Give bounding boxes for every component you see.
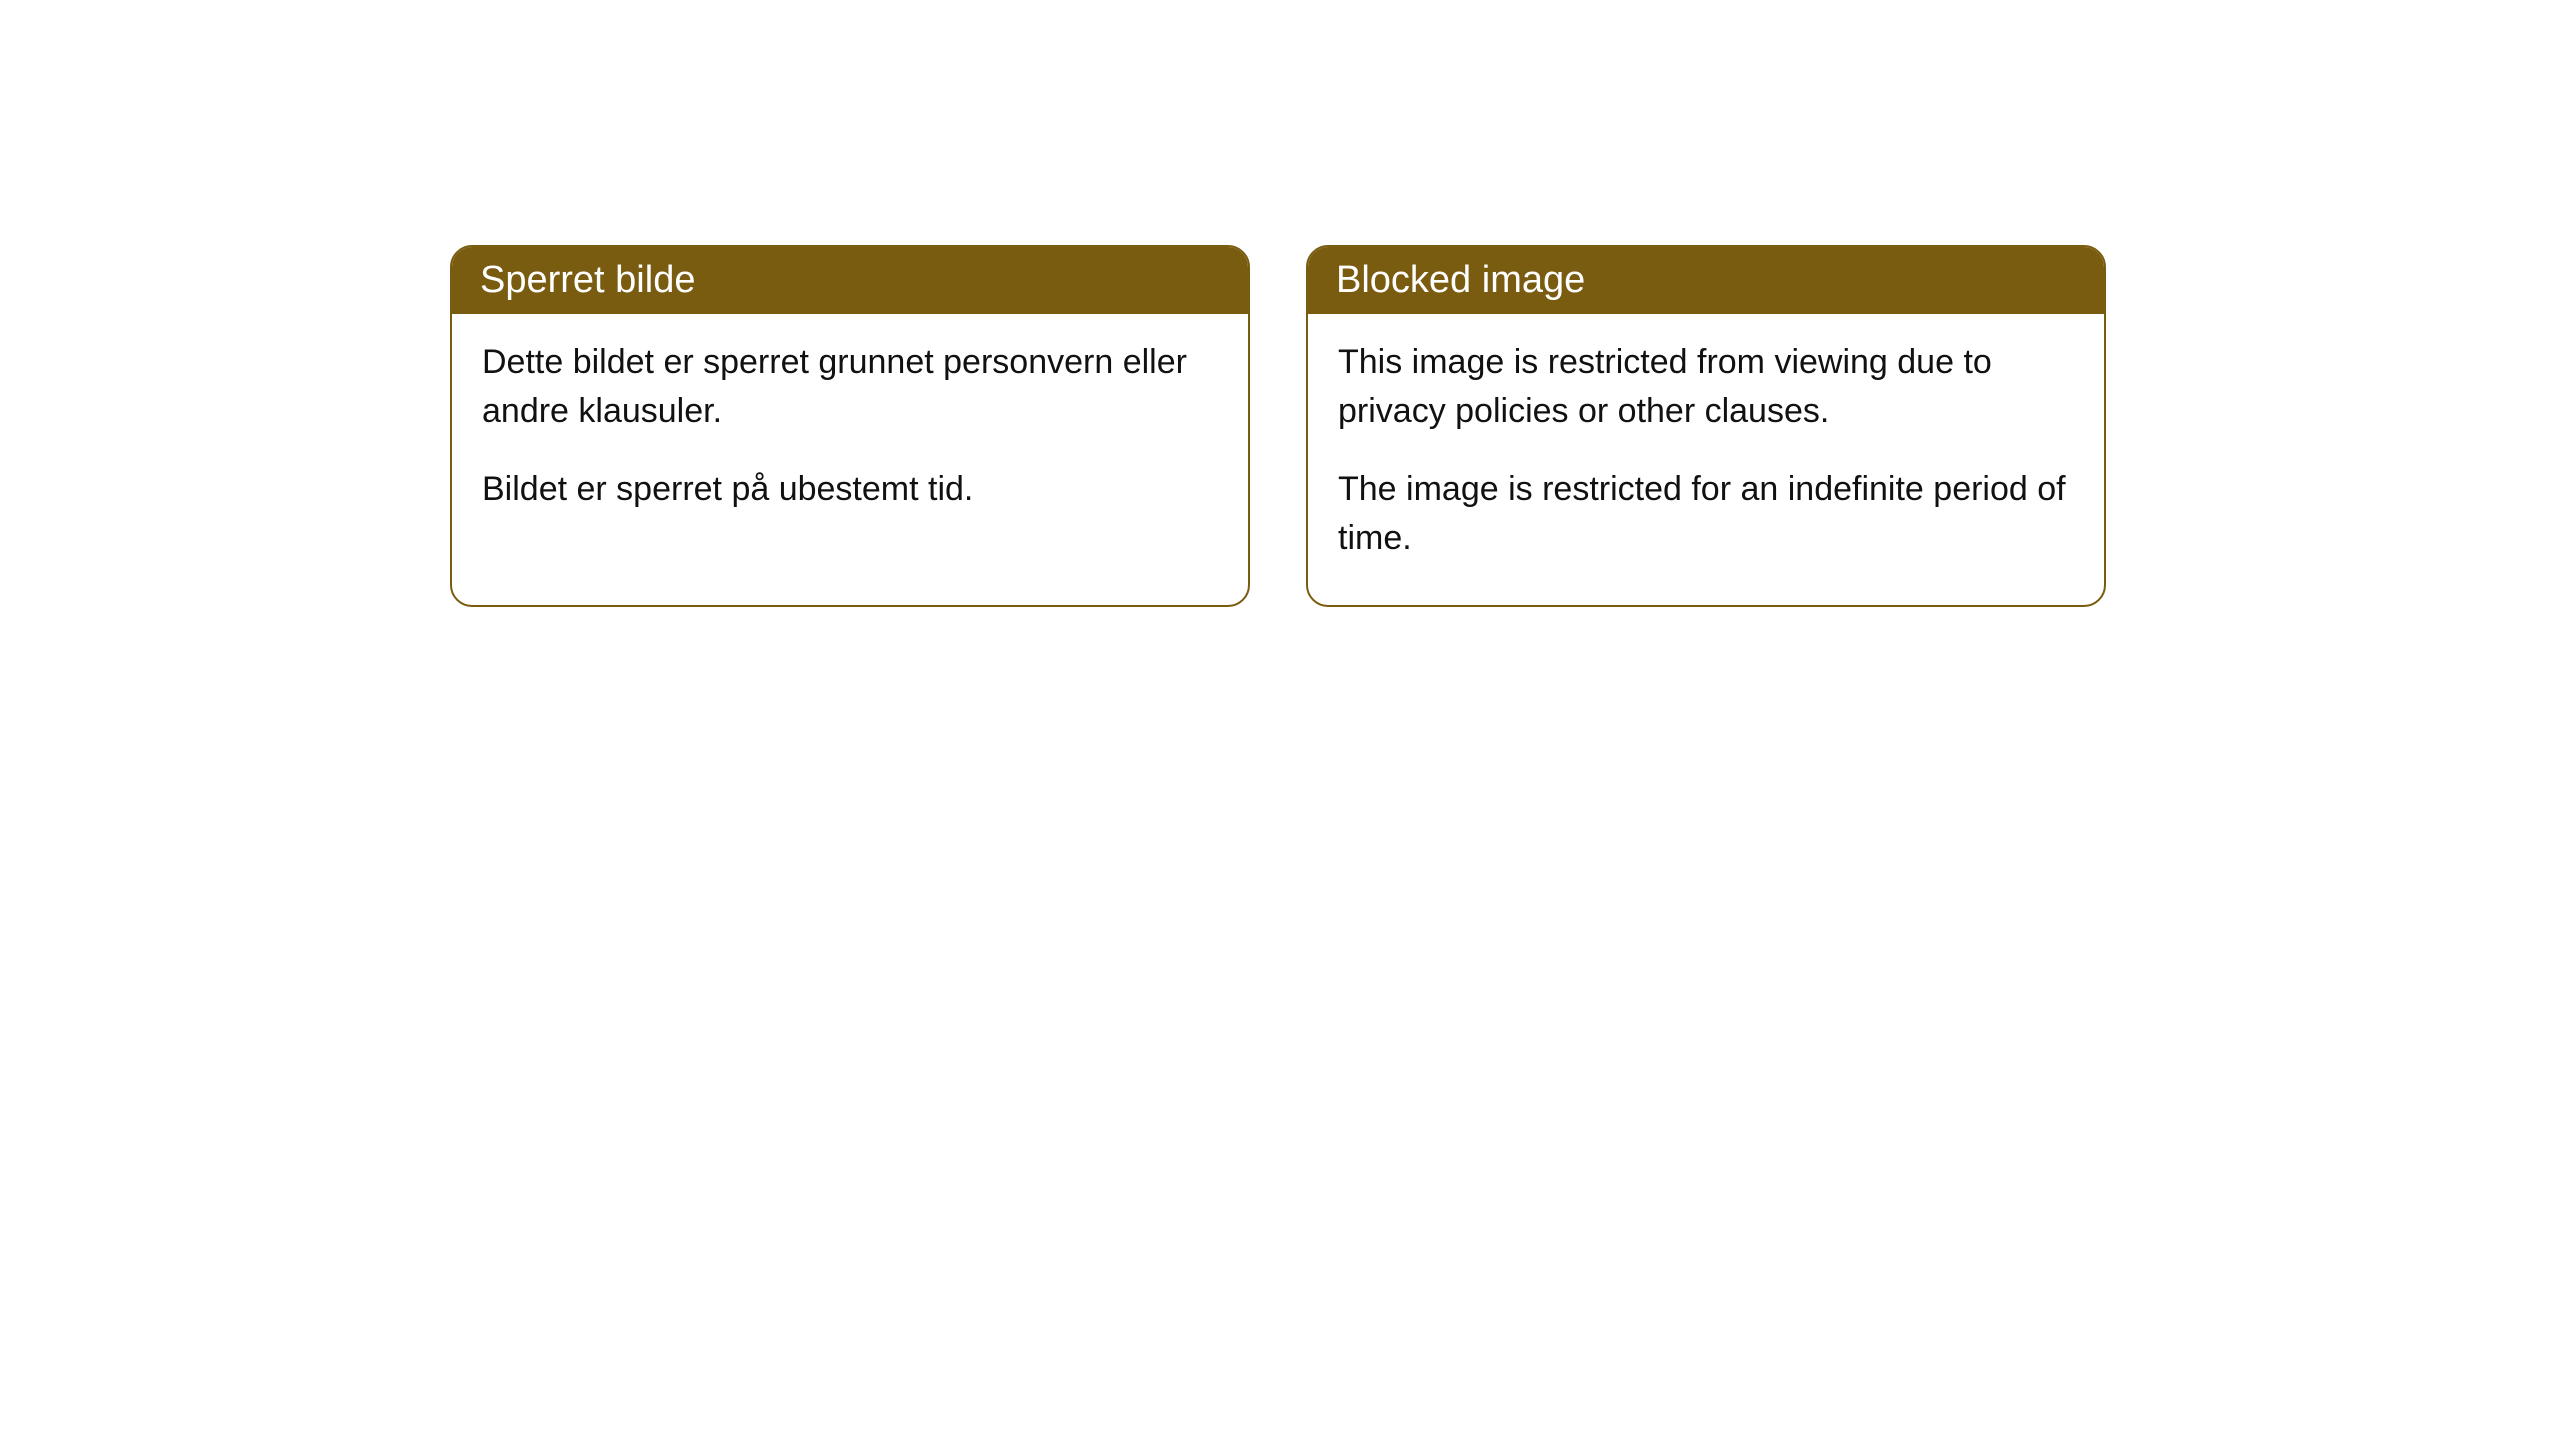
card-body: This image is restricted from viewing du… (1308, 314, 2104, 605)
notice-cards-container: Sperret bilde Dette bildet er sperret gr… (450, 245, 2106, 607)
card-paragraph: Bildet er sperret på ubestemt tid. (482, 465, 1218, 514)
card-body: Dette bildet er sperret grunnet personve… (452, 314, 1248, 556)
card-paragraph: The image is restricted for an indefinit… (1338, 465, 2074, 564)
notice-card-english: Blocked image This image is restricted f… (1306, 245, 2106, 607)
card-header: Sperret bilde (452, 247, 1248, 314)
card-paragraph: This image is restricted from viewing du… (1338, 338, 2074, 437)
card-paragraph: Dette bildet er sperret grunnet personve… (482, 338, 1218, 437)
card-title: Sperret bilde (480, 259, 695, 301)
card-header: Blocked image (1308, 247, 2104, 314)
card-title: Blocked image (1336, 259, 1585, 301)
notice-card-norwegian: Sperret bilde Dette bildet er sperret gr… (450, 245, 1250, 607)
